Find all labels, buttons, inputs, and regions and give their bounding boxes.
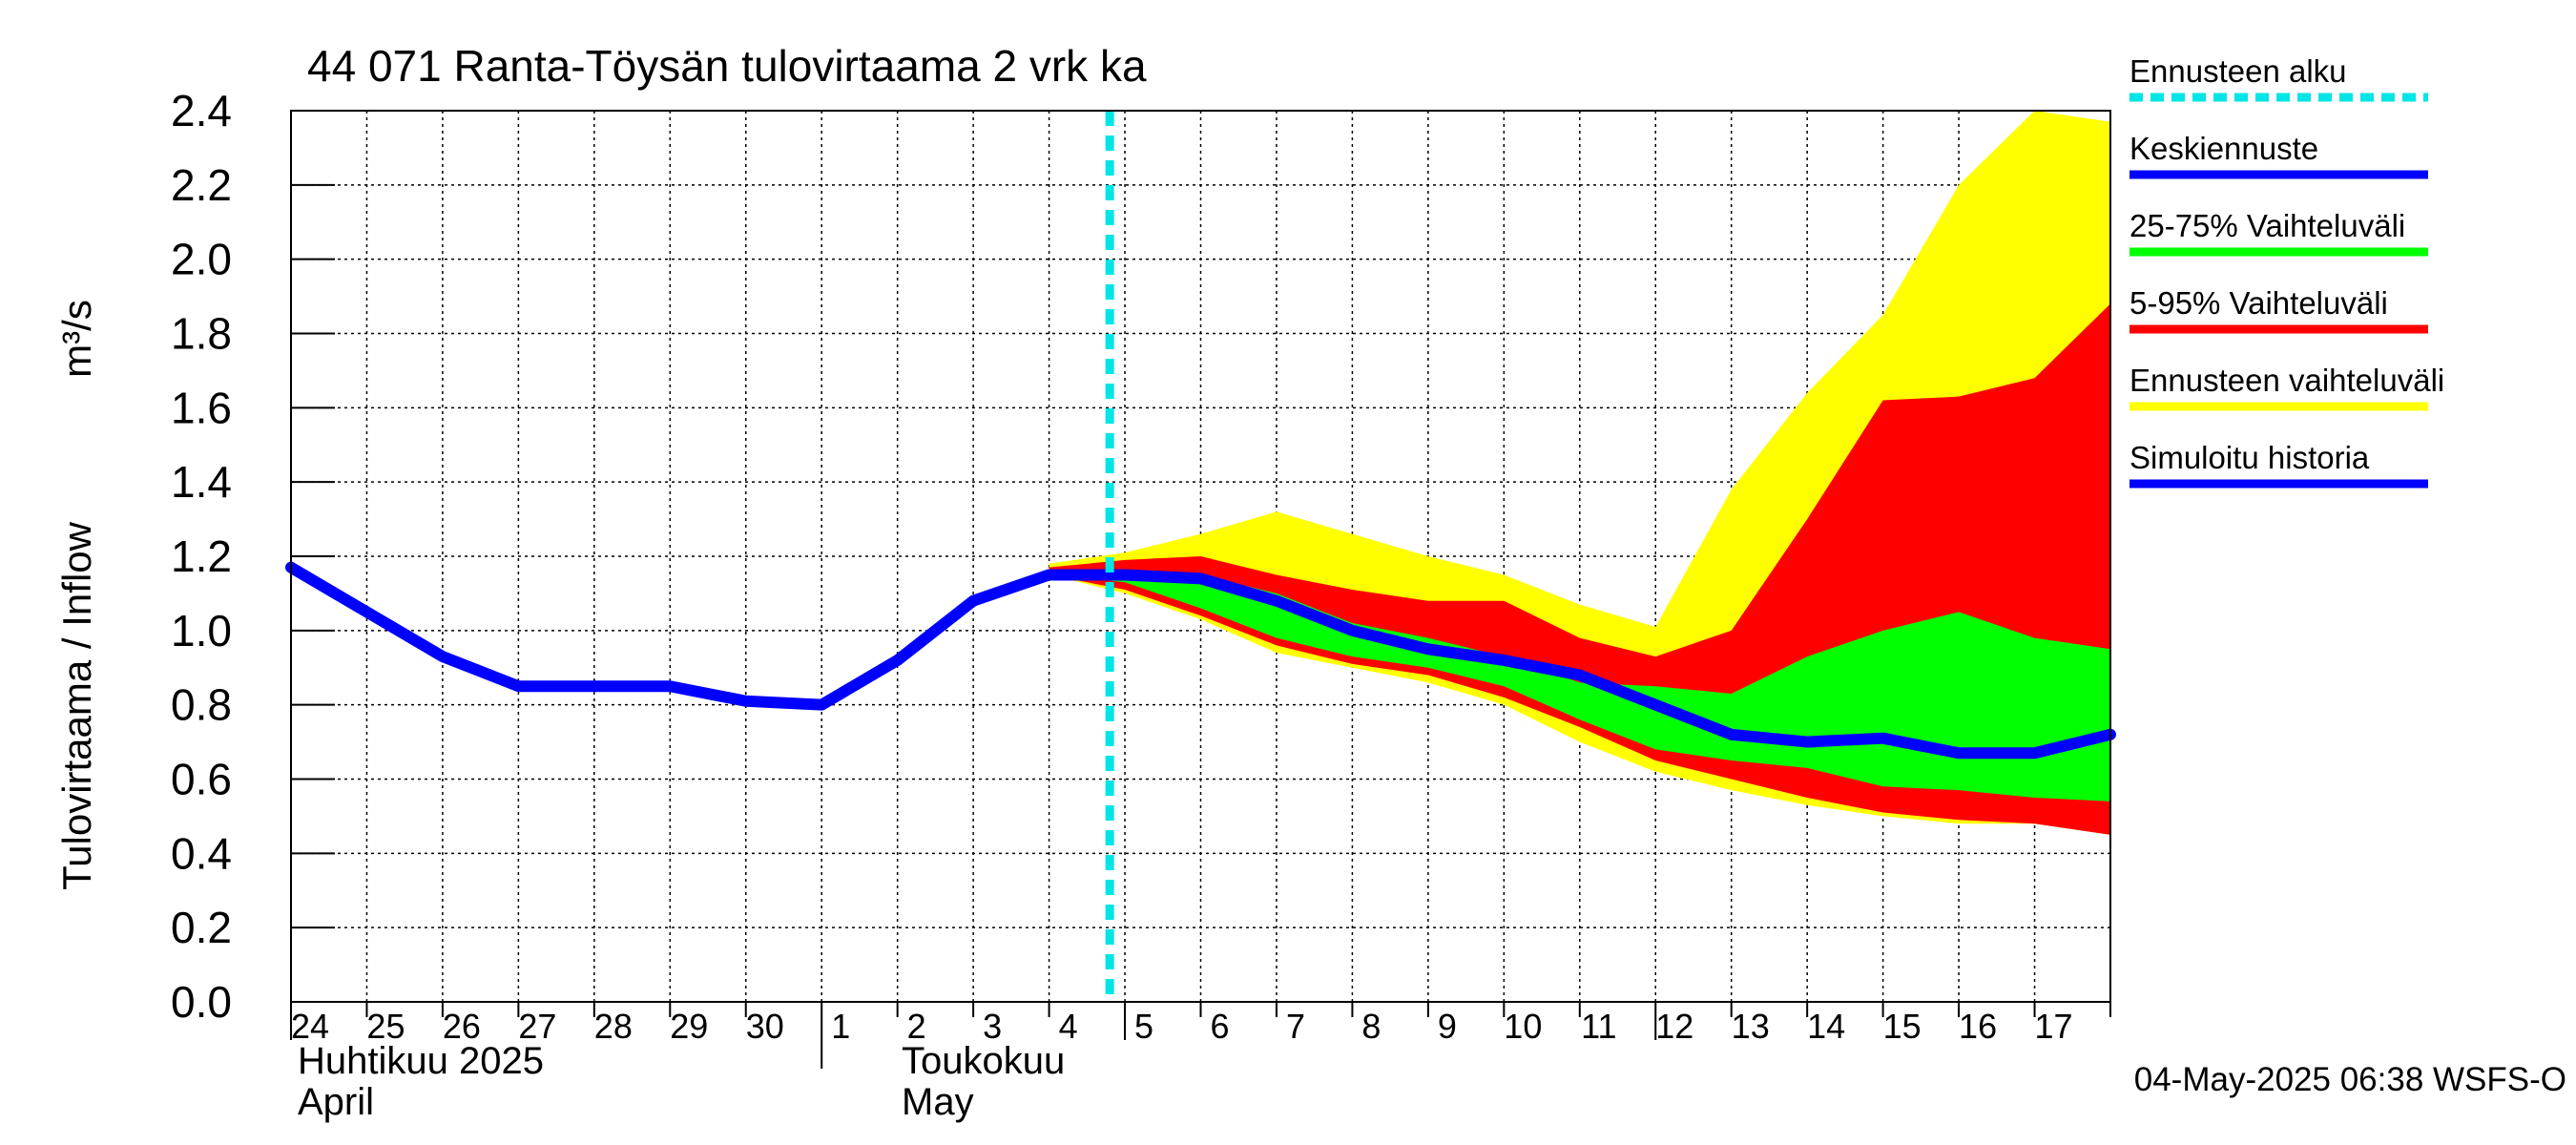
y-tick-label: 1.6 — [171, 383, 232, 432]
x-day-label: 8 — [1361, 1007, 1381, 1046]
legend: Ennusteen alku Keskiennuste 25-75% Vaihtel… — [2129, 53, 2444, 489]
y-tick-label: 0.0 — [171, 977, 232, 1027]
x-day-label: 10 — [1504, 1007, 1542, 1046]
x-day-label: 29 — [670, 1007, 708, 1046]
x-day-label: 7 — [1286, 1007, 1305, 1046]
y-tick-label: 1.0 — [171, 606, 232, 656]
y-tick-label: 1.8 — [171, 309, 232, 359]
legend-label: Keskiennuste — [2129, 131, 2318, 166]
axes: 0.0 0.2 0.4 0.6 0.8 1.0 1.2 1.4 1.6 1.8 2.0 2.2 2.4 2… — [171, 86, 2111, 1123]
legend-label: Ennusteen alku — [2129, 53, 2347, 89]
series-lines — [285, 111, 2116, 1002]
legend-label: 5-95% Vaihteluväli — [2129, 285, 2388, 321]
x-day-label: 5 — [1134, 1007, 1153, 1046]
y-axis-unit: m³/s — [54, 300, 99, 378]
y-tick-label: 0.2 — [171, 903, 232, 952]
footer-timestamp: 04-May-2025 06:38 WSFS-O — [2134, 1061, 2566, 1098]
x-month-label-en: May — [902, 1081, 974, 1123]
history-line — [285, 561, 1116, 711]
x-day-label: 9 — [1438, 1007, 1457, 1046]
x-day-label: 15 — [1883, 1007, 1922, 1046]
legend-label: 25-75% Vaihteluväli — [2129, 208, 2405, 243]
y-tick-label: 1.2 — [171, 531, 232, 581]
y-axis-label: Tulovirtaama / Inflow — [54, 521, 99, 890]
legend-label: Ennusteen vaihteluväli — [2129, 363, 2444, 398]
legend-label: Simuloitu historia — [2129, 440, 2370, 475]
x-day-label: 6 — [1210, 1007, 1229, 1046]
median-forecast-line — [1104, 569, 2116, 760]
x-day-label: 12 — [1655, 1007, 1693, 1046]
x-day-label: 1 — [831, 1007, 850, 1046]
y-tick-label: 2.4 — [171, 86, 232, 135]
x-day-label: 17 — [2035, 1007, 2073, 1046]
y-tick-label: 0.6 — [171, 755, 232, 804]
x-day-label: 30 — [746, 1007, 784, 1046]
x-day-label: 14 — [1807, 1007, 1845, 1046]
x-day-label: 24 — [291, 1007, 329, 1046]
x-day-label: 25 — [366, 1007, 405, 1046]
y-tick-label: 1.4 — [171, 457, 232, 507]
x-day-label: 26 — [443, 1007, 481, 1046]
x-month-label-fi: Huhtikuu 2025 — [298, 1040, 544, 1082]
x-day-label: 3 — [983, 1007, 1002, 1046]
x-day-label: 28 — [594, 1007, 633, 1046]
y-tick-label: 0.4 — [171, 828, 232, 878]
y-tick-label: 2.2 — [171, 160, 232, 210]
x-day-label: 13 — [1732, 1007, 1770, 1046]
y-tick-label: 2.0 — [171, 235, 232, 284]
x-month-label-fi: Toukokuu — [902, 1040, 1065, 1082]
x-day-label: 16 — [1959, 1007, 1997, 1046]
x-day-label: 27 — [518, 1007, 556, 1046]
y-tick-label: 0.8 — [171, 680, 232, 730]
x-day-label: 4 — [1059, 1007, 1078, 1046]
x-month-label-en: April — [298, 1081, 374, 1123]
chart-title: 44 071 Ranta-Töysän tulovirtaama 2 vrk k… — [307, 41, 1147, 91]
x-day-label: 2 — [907, 1007, 926, 1046]
x-day-label: 11 — [1581, 1007, 1616, 1046]
